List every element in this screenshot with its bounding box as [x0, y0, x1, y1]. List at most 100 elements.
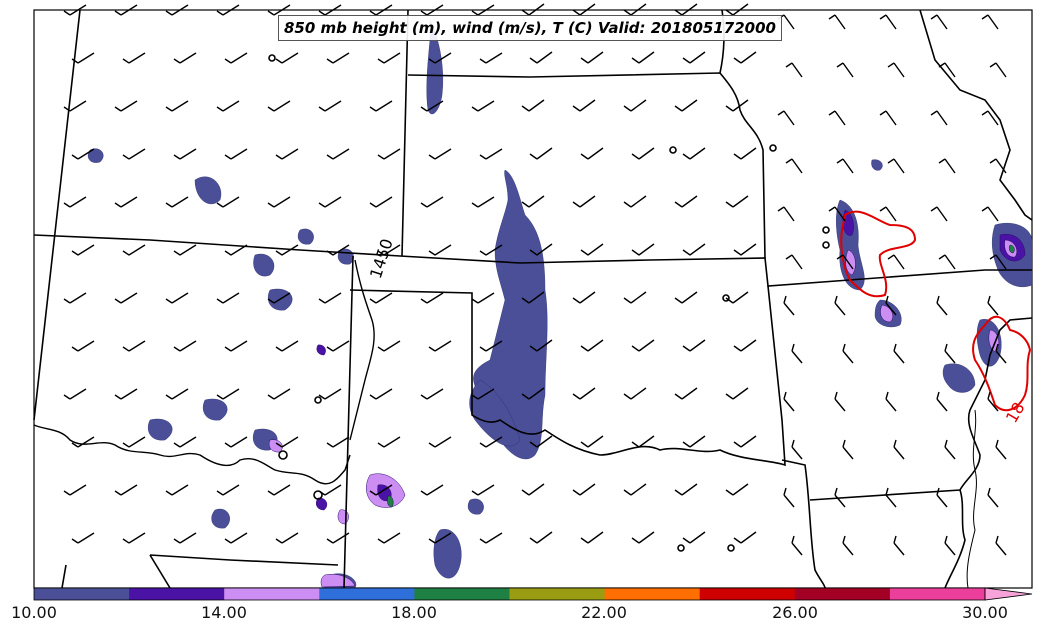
wind-barb: [114, 196, 138, 208]
colorbar-tick-label: 30.00: [962, 603, 1008, 622]
wind-barb: [173, 436, 197, 448]
wind-barb: [224, 52, 248, 64]
wind-barb: [377, 244, 401, 256]
wind-barb: [885, 487, 897, 508]
wind-barb: [63, 292, 87, 304]
wind-barb: [224, 148, 248, 160]
wind-barb: [885, 391, 897, 412]
wind-barb: [938, 62, 956, 78]
wind-barb: [428, 532, 452, 544]
wind-barb: [725, 387, 749, 400]
wind-barb: [623, 483, 647, 496]
wind-barb: [580, 243, 604, 256]
wind-barb: [216, 100, 240, 112]
wind-barbs: [63, 3, 1007, 556]
wind-barb: [428, 436, 452, 448]
colorbar-segment: [319, 588, 415, 600]
wind-barb: [275, 436, 299, 448]
wind-barb: [173, 52, 197, 64]
wind-barb: [369, 388, 393, 400]
colorbar-segment: [509, 588, 606, 600]
wind-barb: [165, 4, 189, 16]
wind-barb: [836, 158, 854, 174]
wind-barb: [580, 339, 604, 352]
wind-barb: [71, 244, 95, 256]
wind-barb: [674, 3, 698, 16]
wind-barb: [224, 244, 248, 256]
wind-barb: [887, 62, 905, 78]
colorbar-segment: [129, 588, 225, 600]
map-title: 850 mb height (m), wind (m/s), T (C) Val…: [278, 15, 782, 41]
wind-barb: [479, 340, 503, 352]
wind-barb: [733, 243, 757, 256]
wind-barb: [369, 484, 393, 496]
wind-barb: [318, 4, 342, 16]
wind-barb: [842, 439, 854, 460]
wind-barb: [216, 484, 240, 496]
colorbar-outline: [33, 587, 986, 601]
wind-barb: [682, 147, 706, 160]
calm-wind-markers: [268, 54, 830, 552]
colorbar-segment: [889, 588, 986, 600]
wind-barb: [479, 52, 503, 64]
wind-barb: [471, 484, 495, 496]
wind-barb: [479, 436, 503, 448]
wind-barb: [529, 435, 553, 448]
wind-barb: [828, 14, 846, 30]
wind-barb: [777, 110, 795, 126]
wind-barb: [733, 51, 757, 64]
wind-barb: [471, 388, 495, 400]
wind-barb: [733, 147, 757, 160]
wind-barb: [165, 484, 189, 496]
wind-barb: [733, 531, 757, 544]
wind-barb: [631, 435, 655, 448]
wind-barb: [981, 206, 999, 222]
wind-barb: [479, 244, 503, 256]
wind-barb: [216, 388, 240, 400]
wind-barb: [529, 51, 553, 64]
wind-barb: [944, 535, 956, 556]
wind-barb: [267, 100, 291, 112]
wind-barb: [420, 292, 444, 304]
wind-barb: [785, 254, 803, 270]
wind-barb: [216, 4, 240, 16]
wind-barb: [71, 148, 95, 160]
wind-barb: [893, 535, 905, 556]
wind-barb: [71, 436, 95, 448]
wind-barb: [471, 196, 495, 208]
wind-barb: [936, 391, 948, 412]
colorbar-segment: [414, 588, 510, 600]
wind-barb: [783, 391, 795, 412]
wind-barb: [377, 532, 401, 544]
wind-barb: [791, 535, 803, 556]
wind-barb: [63, 196, 87, 208]
wind-barb: [834, 295, 846, 316]
colorbar-segment: [224, 588, 320, 600]
river-line: [33, 424, 351, 485]
wind-barb: [521, 291, 545, 304]
wind-barb: [326, 436, 350, 448]
wind-barb: [791, 439, 803, 460]
wind-barb: [114, 4, 138, 16]
wind-barb: [173, 340, 197, 352]
wind-barb: [63, 100, 87, 112]
river-line-2: [966, 409, 977, 589]
wind-barb: [834, 391, 846, 412]
wind-barb: [114, 484, 138, 496]
wind-barb: [377, 52, 401, 64]
wind-barb: [173, 148, 197, 160]
wind-barb: [122, 52, 146, 64]
wind-barb: [479, 148, 503, 160]
wind-barb: [987, 487, 999, 508]
wind-barb: [165, 292, 189, 304]
wind-barb: [936, 487, 948, 508]
wind-barb: [987, 391, 999, 412]
wind-barb: [725, 195, 749, 208]
wind-barb: [879, 206, 897, 222]
shaded-field: [87, 19, 1033, 589]
wind-barb: [122, 148, 146, 160]
wind-barb: [267, 4, 291, 16]
wind-barb: [989, 158, 1007, 174]
wind-barb: [529, 339, 553, 352]
wind-barb: [529, 147, 553, 160]
